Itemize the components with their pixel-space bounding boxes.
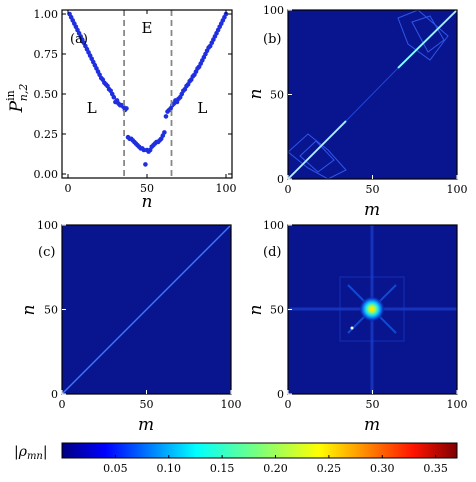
panel-d-label: (d) — [263, 245, 281, 260]
panel-b-xlabel: m — [364, 200, 380, 220]
colorbar-label-sub: mn — [27, 451, 43, 462]
panel-a-ytick-label: 0.50 — [34, 88, 59, 101]
panel-b-label: (b) — [263, 32, 281, 47]
panel-a-ticks: 0 50 100 0.00 0.25 0.50 0.75 1.00 — [34, 8, 237, 195]
colorbar-tick-label: 0.20 — [263, 462, 288, 475]
svg-text:Pinn,2: Pinn,2 — [4, 84, 30, 114]
panel-b-structure — [288, 10, 457, 179]
panel-c-xtick-label: 100 — [221, 398, 242, 411]
colorbar-tick-label: 0.05 — [103, 462, 128, 475]
colorbar-tick-label: 0.10 — [157, 462, 182, 475]
panel-a-label: (a) — [70, 32, 88, 47]
panel-b-heatmap: 0 50 100 0 50 100 (b) m n — [246, 4, 468, 220]
panel-b-xtick-label: 0 — [285, 183, 292, 196]
panel-d-heatmap: 0 50 100 0 50 100 (d) m n — [246, 219, 468, 435]
panel-a-ytick-label: 1.00 — [34, 8, 59, 21]
panel-a-point — [143, 162, 148, 167]
panel-c-ytick-label: 50 — [44, 304, 58, 317]
panel-d-ylabel: n — [246, 305, 266, 316]
panel-b-ylabel: n — [246, 89, 266, 100]
panel-d-structure — [288, 225, 457, 394]
panel-c-ytick-label: 100 — [37, 219, 58, 232]
panel-a-xtick-label: 0 — [65, 182, 72, 195]
colorbar: |ρmn| 0.05 0.10 0.15 0.20 0.25 0.30 0.35 — [14, 442, 458, 475]
panel-d-ticks: 0 50 100 0 50 100 — [263, 219, 468, 411]
panel-d-ytick-label: 50 — [270, 304, 284, 317]
panel-d-ytick-label: 0 — [277, 388, 284, 401]
colorbar-ticks: 0.05 0.10 0.15 0.20 0.25 0.30 0.35 — [103, 455, 448, 475]
colorbar-tick-label: 0.35 — [423, 462, 448, 475]
colorbar-label: |ρmn| — [14, 444, 48, 462]
panel-a-region-label: L — [197, 99, 207, 117]
panel-d-xtick-label: 50 — [366, 398, 380, 411]
panel-c-heatmap: 0 50 100 0 50 100 (c) m n — [19, 219, 242, 435]
panel-c-xtick-label: 0 — [59, 398, 66, 411]
panel-b-ticks: 0 50 100 0 50 100 — [263, 4, 468, 196]
panel-c-ytick-label: 0 — [51, 388, 58, 401]
panel-c-label: (c) — [38, 245, 55, 260]
panel-d-xtick-label: 100 — [447, 398, 468, 411]
panel-a-point — [111, 94, 117, 100]
panel-a-point — [141, 147, 147, 153]
panel-a-point — [163, 114, 169, 119]
panel-a-ylabel-sub: n,2 — [17, 84, 30, 102]
panel-a-xtick-label: 100 — [216, 182, 237, 195]
panel-b-ytick-label: 0 — [277, 173, 284, 186]
panel-a-ytick-label: 0.75 — [34, 48, 59, 61]
panel-a-scatter: 0 50 100 0.00 0.25 0.50 0.75 1.00 (a) L E L n Pin… — [4, 8, 237, 212]
panel-a-region-label: L — [87, 99, 97, 117]
panel-a-ylabel: Pinn,2 — [4, 84, 30, 114]
panel-a-region-labels: L E L — [87, 19, 208, 117]
panel-b-ytick-label: 100 — [263, 4, 284, 17]
panel-a-points — [67, 11, 229, 167]
colorbar-tick-label: 0.30 — [370, 462, 395, 475]
panel-a-xtick-label: 50 — [140, 182, 154, 195]
panel-c-ylabel: n — [19, 305, 39, 316]
panel-b-xtick-label: 100 — [447, 183, 468, 196]
panel-d-xtick-label: 0 — [285, 398, 292, 411]
panel-a-ytick-label: 0.25 — [34, 128, 59, 141]
panel-d-xlabel: m — [364, 415, 380, 435]
panel-a-point — [124, 106, 129, 111]
panel-b-ytick-label: 50 — [270, 89, 284, 102]
panel-a-ytick-label: 0.00 — [34, 168, 59, 181]
panel-a-region-label: E — [142, 19, 153, 37]
panel-c-ticks: 0 50 100 0 50 100 — [37, 219, 242, 411]
panel-a-ylabel-base: P — [7, 100, 27, 113]
panel-c-xtick-label: 50 — [140, 398, 154, 411]
panel-d-ytick-label: 100 — [263, 219, 284, 232]
panel-c-diagonal — [61, 224, 232, 395]
colorbar-gradient — [61, 442, 458, 459]
colorbar-tick-label: 0.15 — [210, 462, 235, 475]
panel-b-xtick-label: 50 — [366, 183, 380, 196]
colorbar-tick-label: 0.25 — [317, 462, 342, 475]
panel-c-xlabel: m — [138, 415, 154, 435]
panel-a-point — [162, 130, 167, 135]
colorbar-label-end: | — [43, 444, 48, 460]
panel-a-xlabel: n — [142, 192, 153, 212]
colorbar-label-base: |ρ — [14, 444, 28, 460]
panel-a-ylabel-sup: in — [4, 90, 17, 101]
